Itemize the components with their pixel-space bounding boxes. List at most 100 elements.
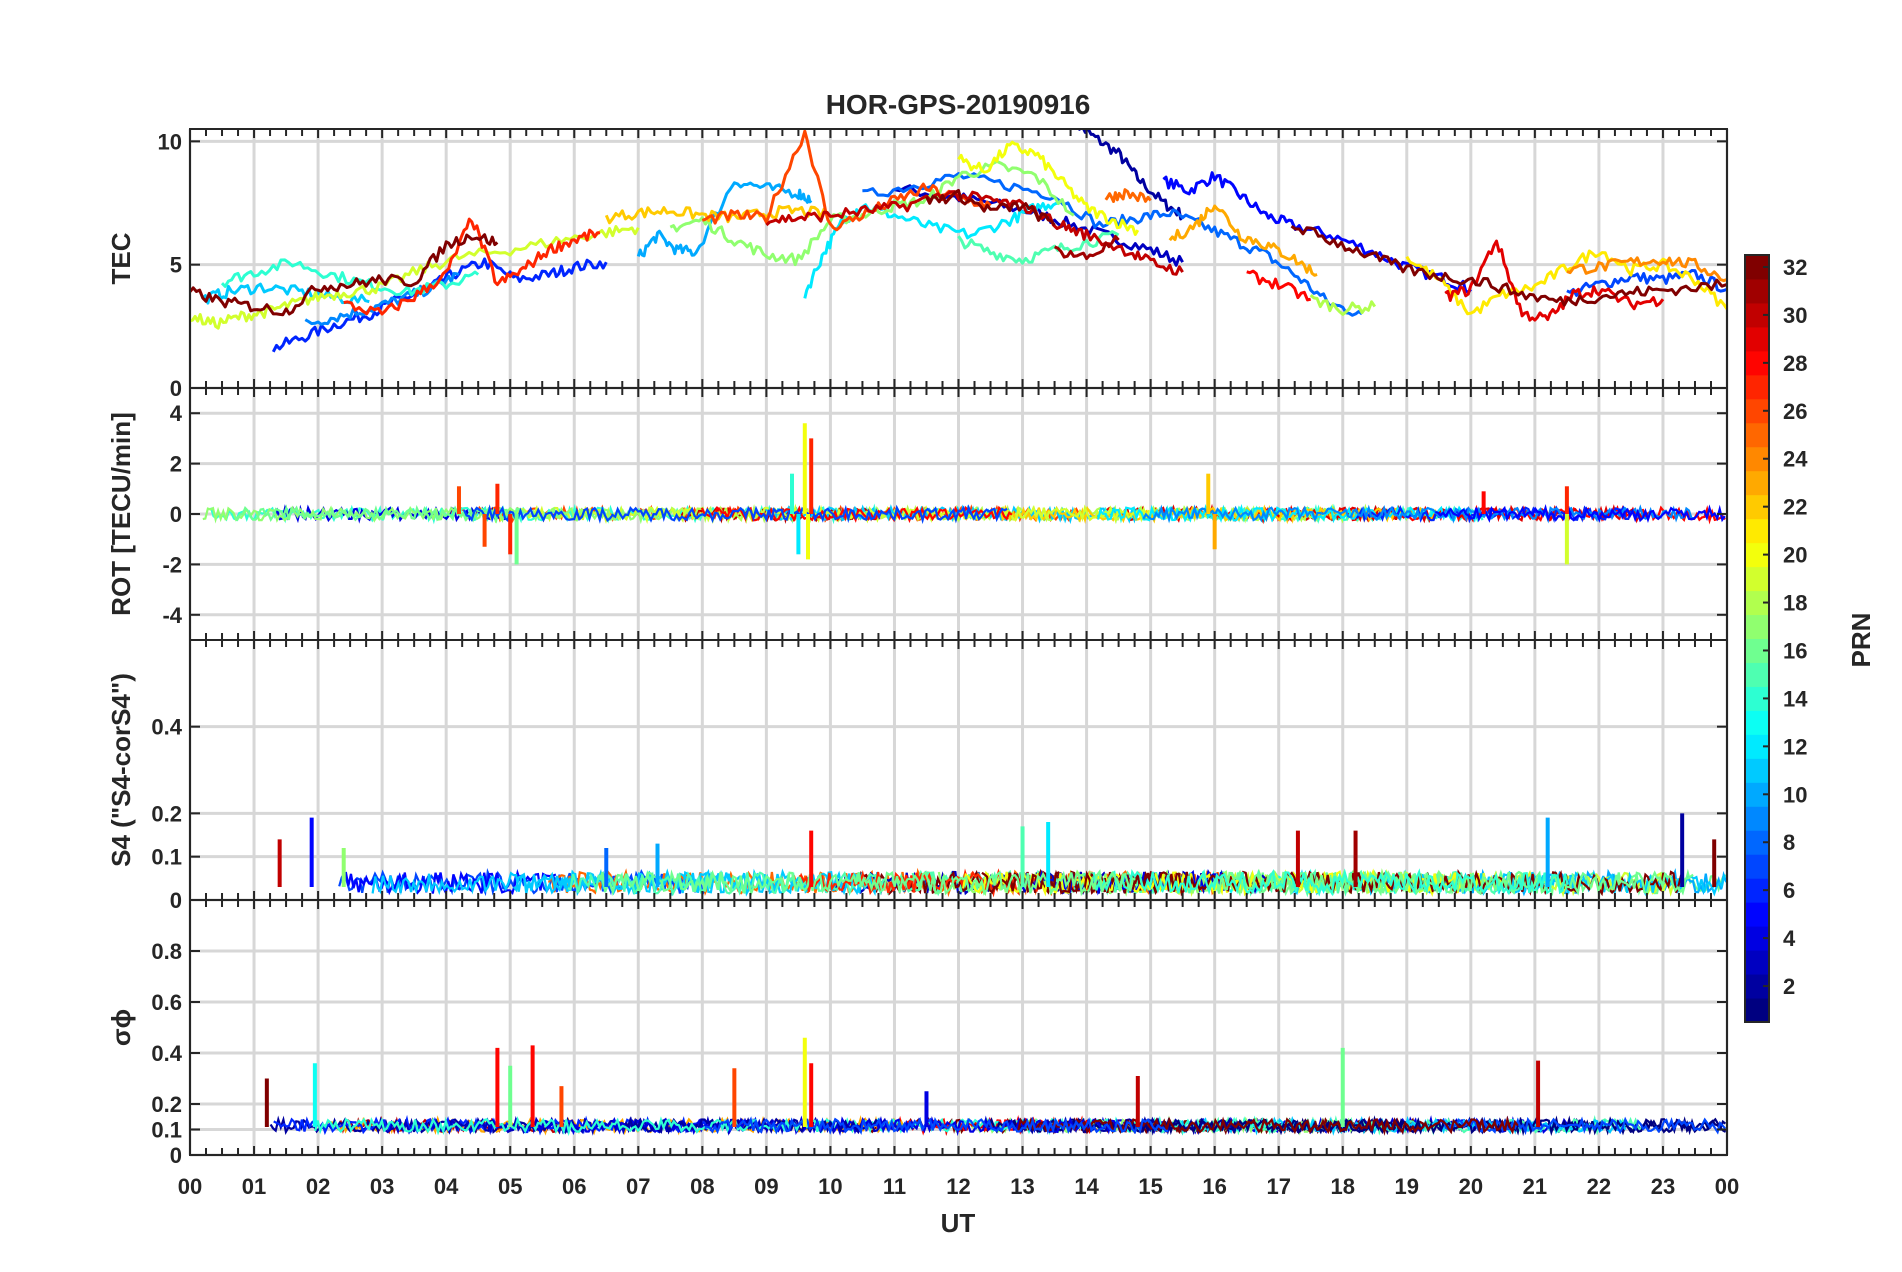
colorbar-tick-label: 2 <box>1783 974 1795 999</box>
sigma_phi-trace <box>704 1116 1169 1136</box>
colorbar-segment <box>1745 758 1769 783</box>
y-tick-label: 10 <box>158 129 182 154</box>
tec-series-prn6 <box>271 257 608 353</box>
tec-series-prn32 <box>925 188 1056 227</box>
y-tick-label: 0.8 <box>151 939 182 964</box>
tec-series-prn18 <box>1309 293 1377 316</box>
colorbar-tick-label: 12 <box>1783 734 1807 759</box>
x-tick-label: 04 <box>434 1174 459 1199</box>
x-tick-label: 00 <box>178 1174 202 1199</box>
colorbar-tick-label: 20 <box>1783 543 1807 568</box>
colorbar-tick-label: 18 <box>1783 591 1807 616</box>
y-tick-label: 0.4 <box>151 1041 182 1066</box>
chart-title: HOR-GPS-20190916 <box>826 89 1091 120</box>
colorbar-tick-label: 26 <box>1783 399 1807 424</box>
colorbar-frame <box>1744 254 1770 1023</box>
colorbar-tick-label: 28 <box>1783 351 1807 376</box>
tec-series-prn29 <box>1444 239 1665 322</box>
x-tick-label: 22 <box>1587 1174 1611 1199</box>
colorbar-segment <box>1745 326 1769 352</box>
colorbar-segment <box>1745 902 1769 927</box>
panel-data <box>190 129 1727 353</box>
tec-series-prn20 <box>957 140 1140 236</box>
y-tick-label: 4 <box>170 401 183 426</box>
colorbar-tick-label: 8 <box>1783 830 1795 855</box>
colorbar-segment <box>1745 518 1769 544</box>
tec-series-prn32 <box>1290 224 1727 307</box>
tec-series-prn24 <box>1566 256 1727 283</box>
colorbar-segment <box>1745 662 1769 687</box>
x-tick-label: 20 <box>1459 1174 1483 1199</box>
x-tick-label: 09 <box>754 1174 778 1199</box>
panel-tec: 0 5 10 TEC <box>106 128 1729 401</box>
rot-trace <box>765 504 1140 525</box>
s4-trace <box>598 869 1136 897</box>
tec-series-prn8 <box>862 172 1363 317</box>
tec-series-prn23 <box>1168 204 1318 277</box>
y-tick-label: 2 <box>170 452 182 477</box>
y-tick-label: 0.4 <box>151 715 182 740</box>
x-tick-label: 05 <box>498 1174 522 1199</box>
x-tick-label: 06 <box>562 1174 586 1199</box>
colorbar-tick-label: 6 <box>1783 878 1795 903</box>
x-tick-label: 13 <box>1010 1174 1034 1199</box>
colorbar-tick-label: 10 <box>1783 782 1807 807</box>
s4-trace <box>371 868 884 897</box>
x-tick-label: 19 <box>1395 1174 1419 1199</box>
x-tick-label: 07 <box>626 1174 650 1199</box>
colorbar-tick-label: 30 <box>1783 303 1807 328</box>
tec-series-prn28 <box>1246 269 1312 302</box>
colorbar-segment <box>1745 710 1769 735</box>
x-tick-label: 01 <box>242 1174 266 1199</box>
colorbar-label: PRN <box>1846 613 1876 668</box>
tec-series-prn7 <box>1566 269 1727 297</box>
colorbar-segment <box>1745 470 1769 496</box>
tec-series-prn32 <box>190 233 499 317</box>
colorbar-segment <box>1745 422 1769 448</box>
x-tick-label: 23 <box>1651 1174 1675 1199</box>
colorbar-tick-label: 4 <box>1783 926 1796 951</box>
x-tick-label: 18 <box>1331 1174 1355 1199</box>
tec-series-prn27 <box>343 217 601 316</box>
tec-series-prn25 <box>1104 188 1152 203</box>
tec-series-prn11 <box>201 282 370 305</box>
y-tick-label: 0 <box>170 1143 182 1168</box>
tec-series-prn30 <box>765 190 1184 276</box>
colorbar-tick-label: 32 <box>1783 255 1807 280</box>
y-axis-label: S4 ("S4-corS4") <box>106 673 136 867</box>
rot-trace <box>202 505 673 525</box>
y-axis-label: σϕ <box>106 1009 136 1046</box>
colorbar-segment <box>1745 566 1769 592</box>
panel-data <box>277 813 1727 898</box>
y-tick-label: -2 <box>162 552 182 577</box>
y-axis-label: TEC <box>106 232 136 284</box>
x-tick-label: 08 <box>690 1174 714 1199</box>
x-axis-label: UT <box>941 1208 976 1238</box>
y-tick-label: 5 <box>170 253 182 278</box>
x-tick-label: 21 <box>1523 1174 1547 1199</box>
y-axis-label: ROT [TECU/min] <box>106 412 136 616</box>
y-tick-label: -4 <box>162 603 182 628</box>
y-tick-label: 0.6 <box>151 990 182 1015</box>
y-tick-label: 0 <box>170 502 182 527</box>
colorbar-tick-label: 16 <box>1783 638 1807 663</box>
panel-data <box>264 1037 1727 1137</box>
colorbar-tick-label: 14 <box>1783 686 1808 711</box>
x-tick-label: 02 <box>306 1174 330 1199</box>
colorbar-tick-label: 22 <box>1783 495 1807 520</box>
x-tick-label: 03 <box>370 1174 394 1199</box>
tec-series-prn12 <box>803 199 1063 299</box>
y-tick-label: 0 <box>170 376 182 401</box>
x-axis: 00 01 02 03 04 05 06 07 08 09 10 11 12 13 14 15 16 17 18 19… <box>178 1174 1739 1199</box>
y-tick-label: 0.2 <box>151 1092 182 1117</box>
x-tick-label: 10 <box>818 1174 842 1199</box>
panel-data <box>202 423 1726 565</box>
tec-series-prn2 <box>1077 129 1184 221</box>
y-tick-label: 0.2 <box>151 801 182 826</box>
x-tick-label: 17 <box>1266 1174 1290 1199</box>
sigma_phi-trace <box>1017 1115 1519 1136</box>
x-tick-label: 16 <box>1202 1174 1226 1199</box>
tec-series-prn15 <box>957 230 1120 265</box>
